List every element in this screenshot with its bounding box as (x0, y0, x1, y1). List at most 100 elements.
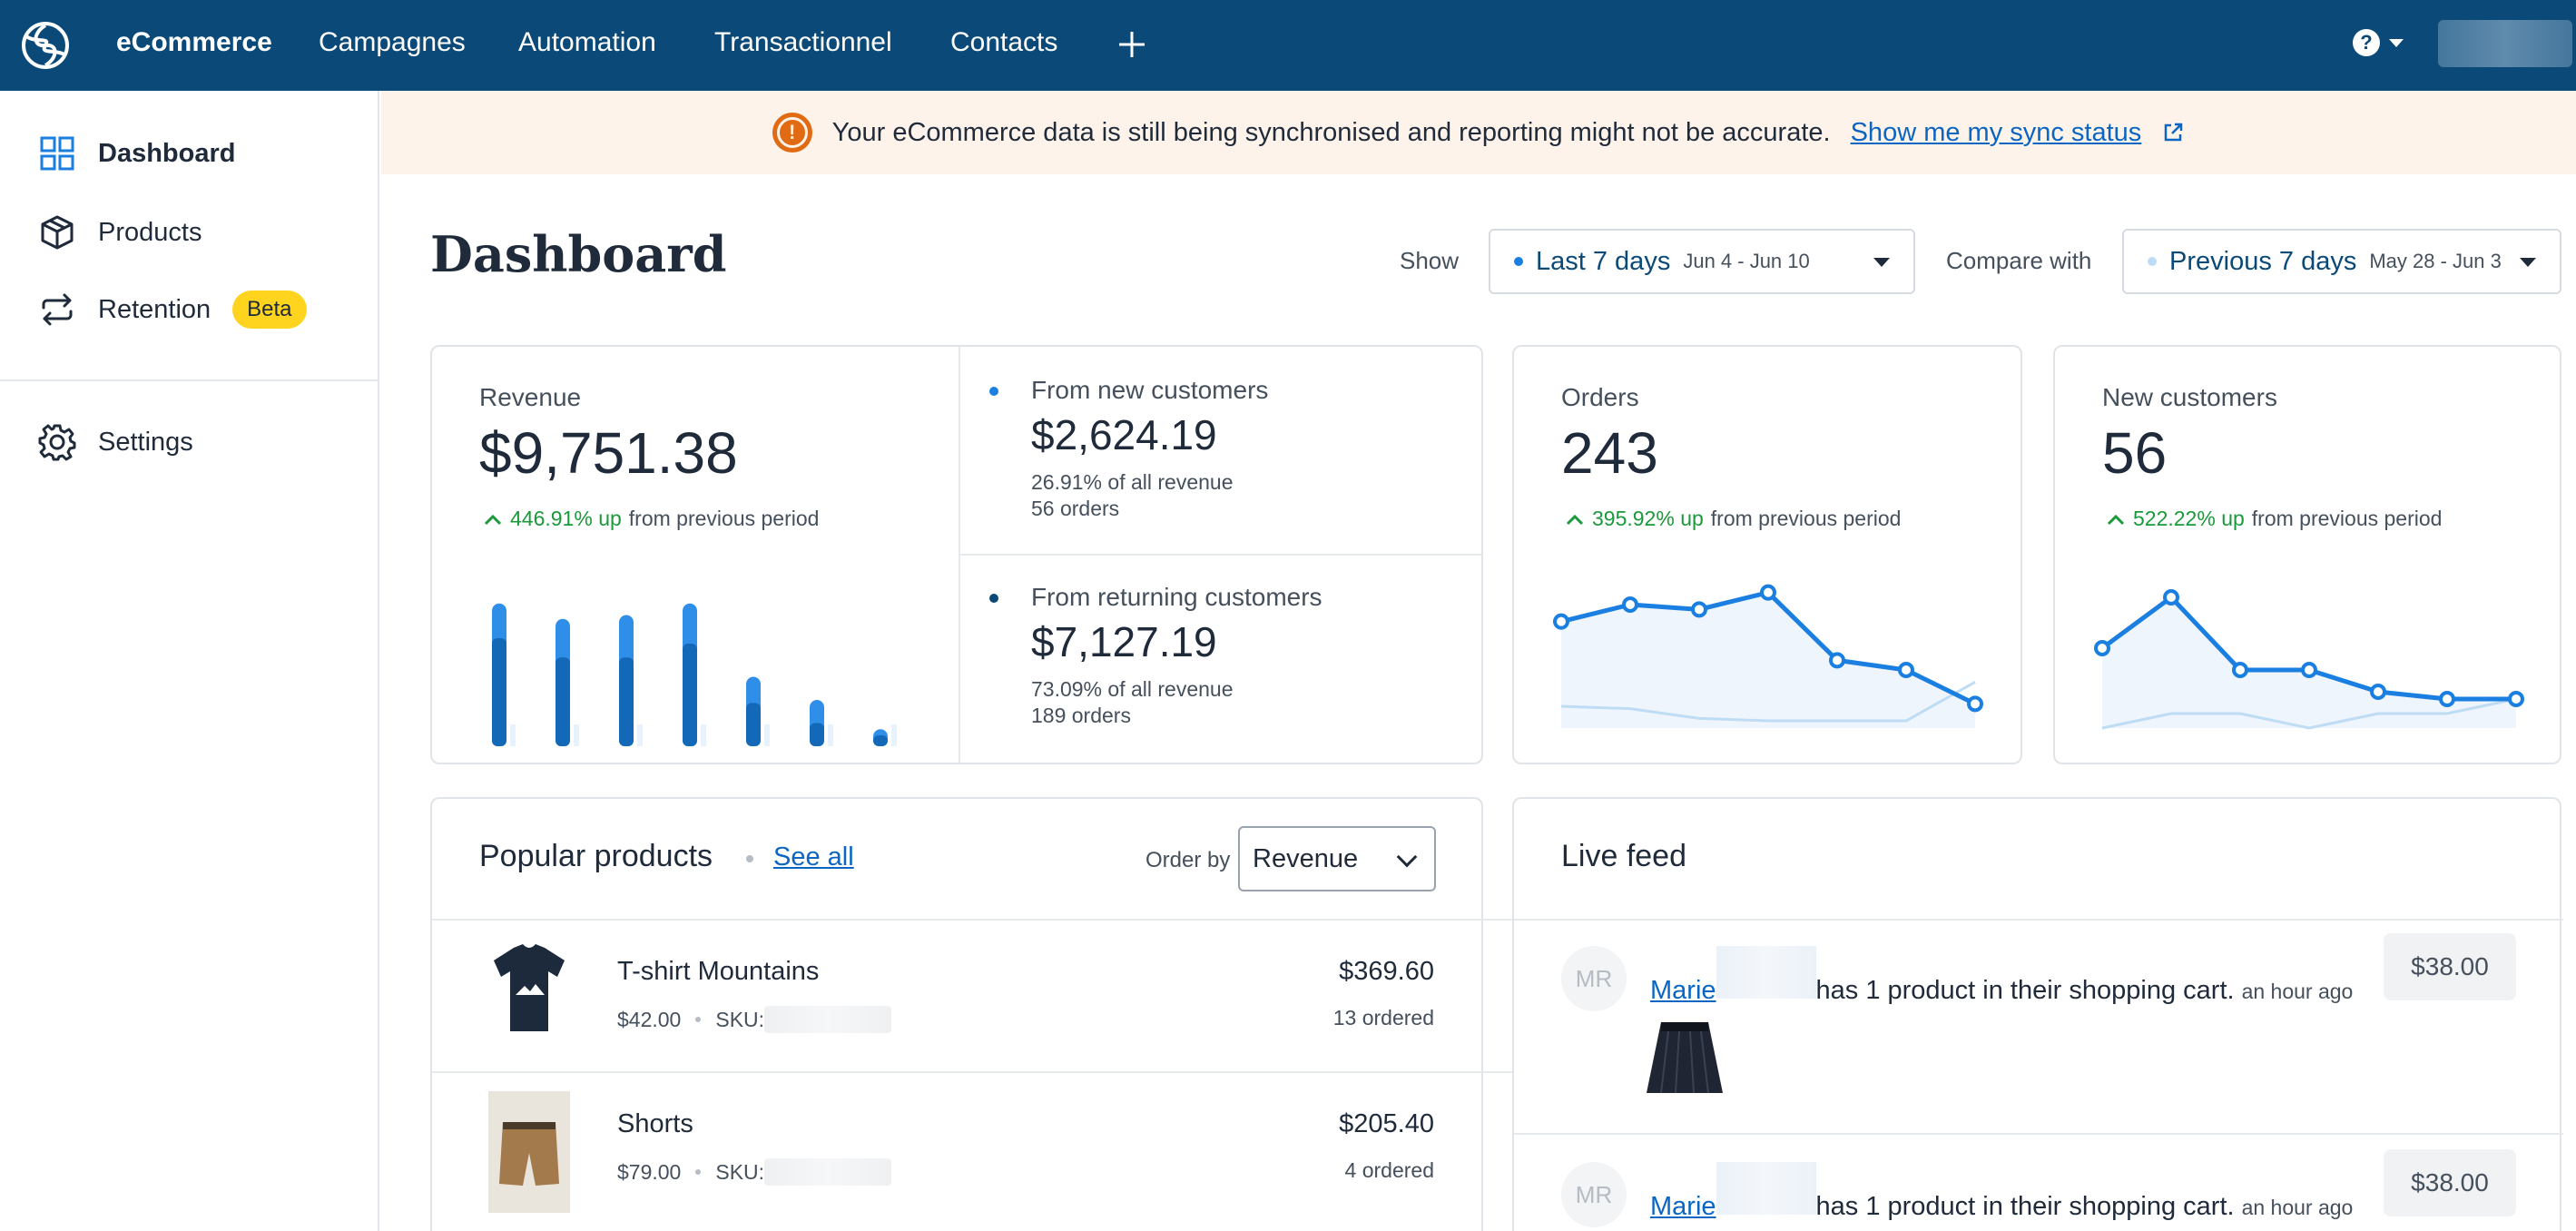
revenue-bar-returning (810, 723, 824, 746)
arrow-up-icon (1566, 514, 1584, 525)
product-ordered-count: 4 ordered (1344, 1158, 1434, 1182)
new-customers-line-chart (2094, 589, 2524, 730)
product-revenue: $205.40 (1339, 1109, 1434, 1138)
data-point (2439, 691, 2455, 707)
account-menu[interactable] (2438, 20, 2572, 67)
divider (432, 1071, 1915, 1073)
revenue-value: $9,751.38 (479, 420, 738, 486)
sidebar-item-label: Settings (98, 427, 193, 457)
divider (1514, 919, 2563, 921)
period-select[interactable]: Last 7 days Jun 4 - Jun 10 (1489, 229, 1915, 294)
nav-contacts[interactable]: Contacts (950, 27, 1058, 57)
compare-dot (2148, 257, 2157, 266)
orders-card: Orders 243 395.92% up from previous peri… (1512, 345, 2022, 764)
orders-value: 243 (1561, 420, 1658, 486)
nav-ecommerce[interactable]: eCommerce (116, 27, 272, 57)
sidebar-item-products[interactable]: Products (38, 213, 202, 251)
data-point (1691, 601, 1707, 618)
plus-icon[interactable] (1116, 29, 1147, 60)
compare-select[interactable]: Previous 7 days May 28 - Jun 3 (2122, 229, 2561, 294)
sidebar-item-retention[interactable]: Retention Beta (38, 291, 307, 329)
banner-message: Your eCommerce data is still being synch… (831, 117, 1831, 147)
page-title: Dashboard (430, 225, 727, 283)
sync-status-link[interactable]: Show me my sync status (1850, 117, 2142, 147)
previous-period-line (1560, 681, 1976, 723)
data-point (1967, 695, 1983, 713)
returning-customers-share: 73.09% of all revenue (1031, 677, 1234, 701)
external-link-icon[interactable] (2161, 121, 2185, 144)
product-unit-price: $79.00 (617, 1159, 682, 1184)
arrow-up-icon (484, 514, 502, 525)
feed-item-text: Marie has 1 product in their shopping ca… (1650, 1162, 2353, 1222)
compare-range: May 28 - Jun 3 (2369, 250, 2502, 272)
data-point (2370, 684, 2386, 700)
product-ordered-count: 13 ordered (1332, 1006, 1434, 1029)
order-by-select[interactable]: Revenue (1238, 826, 1436, 891)
data-point (1829, 652, 1845, 669)
data-point (1622, 596, 1638, 613)
chevron-down-icon (1396, 846, 1418, 868)
shorts-thumbnail (488, 1091, 570, 1213)
product-meta: $42.00 SKU: (617, 1006, 892, 1033)
nav-transactionnel[interactable]: Transactionnel (714, 27, 892, 57)
new-customers-metric-label: New customers (2102, 383, 2277, 411)
returning-customers-revenue: $7,127.19 (1031, 618, 1217, 665)
sidebar: Dashboard Products Retention Beta Settin… (0, 91, 379, 1231)
data-point (2163, 589, 2179, 606)
avatar: MR (1561, 1162, 1627, 1227)
new-customers-share: 26.91% of all revenue (1031, 470, 1234, 494)
nav-automation[interactable]: Automation (518, 27, 656, 57)
current-area (1561, 592, 1975, 728)
feed-item-text: Marie has 1 product in their shopping ca… (1650, 946, 2353, 1006)
sidebar-item-label: Products (98, 217, 202, 247)
caret-down-icon (1873, 258, 1890, 267)
caret-down-icon (2520, 258, 2536, 267)
product-sku-label: SKU: (715, 1159, 765, 1184)
data-point (2232, 662, 2248, 678)
sidebar-item-label: Retention (98, 294, 211, 324)
top-navigation: eCommerce Campagnes Automation Transacti… (0, 0, 2576, 91)
data-point (1553, 613, 1569, 630)
data-point (2508, 691, 2524, 707)
new-customers-revenue: $2,624.19 (1031, 411, 1217, 458)
popular-products-title: Popular products (479, 839, 713, 873)
product-sku-label: SKU: (715, 1007, 765, 1031)
compare-period-label: Previous 7 days (2169, 246, 2357, 276)
revenue-bar-returning (619, 657, 634, 746)
help-menu[interactable]: ? (2353, 29, 2404, 56)
sync-warning-banner: ! Your eCommerce data is still being syn… (381, 91, 2576, 174)
live-feed-title: Live feed (1561, 839, 1686, 873)
returning-customers-label: From returning customers (1031, 583, 1322, 611)
new-customers-label: From new customers (1031, 376, 1269, 404)
divider (1514, 1133, 2563, 1135)
customer-link[interactable]: Marie (1650, 1192, 1716, 1221)
sku-value-redacted (764, 1006, 892, 1033)
data-point (2094, 640, 2110, 656)
see-all-link[interactable]: See all (773, 842, 854, 872)
revenue-bar-returning (492, 638, 506, 746)
revenue-bar-previous (701, 724, 706, 746)
new-customers-dot (989, 387, 998, 396)
product-name: Shorts (617, 1109, 693, 1138)
new-customers-delta: 522.22% up from previous period (2106, 507, 2442, 531)
show-label: Show (1400, 247, 1460, 274)
sendinblue-logo-icon[interactable] (20, 20, 71, 71)
new-customers-value: 56 (2102, 420, 2168, 486)
customer-link[interactable]: Marie (1650, 976, 1716, 1005)
repeat-icon (38, 291, 76, 329)
returning-customers-dot (989, 594, 998, 603)
product-meta: $79.00 SKU: (617, 1158, 892, 1186)
sidebar-item-dashboard[interactable]: Dashboard (38, 134, 235, 172)
revenue-bar-returning (683, 643, 697, 746)
sidebar-item-settings[interactable]: Settings (38, 423, 193, 461)
warning-icon: ! (772, 113, 812, 153)
name-redacted (1716, 1162, 1816, 1215)
revenue-label: Revenue (479, 383, 582, 411)
returning-customers-orders: 189 orders (1031, 704, 1131, 727)
revenue-bar-previous (574, 724, 579, 746)
popular-products-card: Popular products See all Order by Revenu… (430, 797, 1915, 1231)
revenue-bar-previous (764, 724, 770, 746)
grid-icon (38, 134, 76, 172)
avatar: MR (1561, 946, 1627, 1011)
nav-campagnes[interactable]: Campagnes (319, 27, 466, 57)
